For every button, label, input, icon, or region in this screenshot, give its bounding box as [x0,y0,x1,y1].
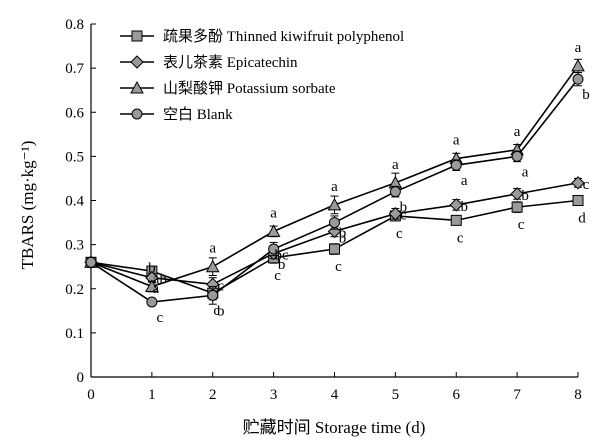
legend-marker [131,30,143,42]
significance-label: a [461,173,468,189]
y-tick-label: 0.5 [65,149,84,165]
data-point [571,58,585,72]
data-point [268,243,280,255]
data-point [510,187,524,201]
significance-label: c [217,278,224,294]
y-tick-label: 0.8 [65,17,84,33]
significance-label: b [278,257,286,273]
significance-label: b [339,225,347,241]
significance-label: bc [275,247,290,263]
data-point [572,73,584,85]
x-axis-label: 贮藏时间 Storage time (d) [243,418,426,437]
significance-label: b [400,200,408,216]
y-tick-label: 0 [77,370,85,386]
data-point [207,289,219,301]
significance-label: a [270,205,277,221]
x-tick-label: 7 [513,387,521,403]
significance-label: a [514,124,521,140]
y-tick-label: 0.4 [65,194,84,210]
significance-label: ab [153,272,167,288]
significance-label: c [457,230,464,246]
legend-marker [130,80,144,94]
significance-label: c [274,268,281,284]
series-triangle [84,58,585,293]
data-point [329,243,340,255]
data-point [146,296,158,308]
significance-label: b [148,261,156,277]
significance-label: a [392,157,399,173]
data-point [266,224,281,237]
legend-item: 山梨酸钾 Potassium sorbate [120,80,336,97]
legend-item: 疏果多酚 Thinned kiwifruit polyphenol [120,28,404,45]
significance-label: a [331,179,338,195]
significance-label: b [461,199,469,215]
x-tick-label: 5 [392,387,400,403]
significance-label: c [583,177,590,193]
data-point [388,207,403,221]
significance-label: b [339,231,347,247]
data-point [145,279,159,293]
axes: 0 0.1 0.2 0.3 0.4 0.5 0.6 0.7 0.8 0 1 2 3 4 5 6 7 8 [65,17,582,403]
significance-label: b [582,87,590,103]
legend-label: 山梨酸钾 Potassium sorbate [163,80,336,97]
significance-label: c [396,226,403,242]
y-tick-label: 0.2 [65,282,84,298]
legend-item: 空白 Blank [120,106,233,123]
x-tick-label: 6 [453,387,461,403]
legend-label: 疏果多酚 Thinned kiwifruit polyphenol [163,28,404,45]
significance-label: d [578,211,586,227]
data-point [450,159,462,171]
significance-label: c [400,208,407,224]
x-tick-label: 4 [331,387,339,403]
legend-item: 表儿茶素 Epicatechin [120,54,298,71]
series-circle [85,72,584,308]
significance-label: a [453,133,460,149]
legend-marker [130,55,144,69]
data-point [571,176,585,190]
significance-label: c [157,310,164,326]
data-point [511,201,523,213]
significance-label: b [521,188,529,204]
significance-label: c [518,217,525,233]
y-tick-label: 0.3 [65,238,84,254]
data-point [85,256,97,268]
data-point [511,150,523,162]
significance-label: a [153,281,160,297]
significance-label: b [217,303,225,319]
x-tick-label: 1 [148,387,156,403]
data-point [450,214,462,226]
data-point [205,259,220,273]
data-point [449,198,463,212]
y-tick-label: 0.1 [65,326,84,342]
x-tick-label: 3 [270,387,278,403]
x-tick-label: 2 [209,387,217,403]
x-tick-label: 8 [574,387,582,403]
significance-label: c [213,303,220,319]
legend-label: 表儿茶素 Epicatechin [163,54,298,71]
significance-label: a [522,164,529,180]
x-tick-label: 0 [87,387,95,403]
y-tick-label: 0.6 [65,105,84,121]
y-tick-label: 0.7 [65,61,84,77]
significance-label: c [335,259,342,275]
legend-label: 空白 Blank [163,106,233,123]
significance-label: a [209,241,216,257]
data-point [329,217,340,229]
series-layer [84,58,585,308]
significance-label: a [575,40,582,56]
legend-marker [131,108,143,120]
data-point [389,186,401,198]
data-point [327,197,342,211]
data-point [572,195,584,206]
legend: 疏果多酚 Thinned kiwifruit polyphenol 表儿茶素 Ep… [120,28,404,123]
y-axis-label: TBARS (mg·kg⁻¹) [18,141,37,270]
